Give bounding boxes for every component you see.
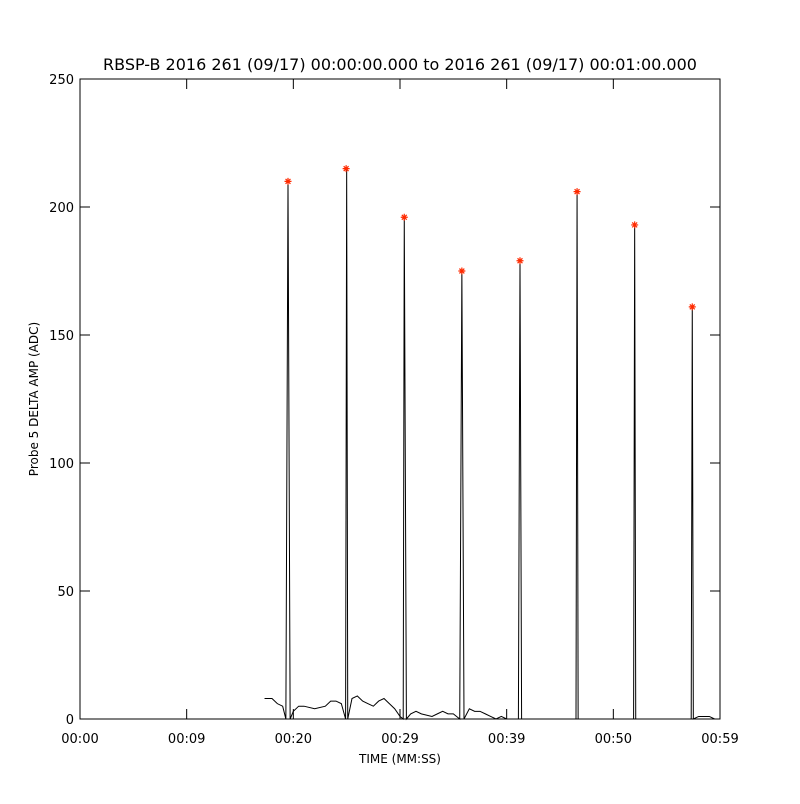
x-tick-label: 00:39 xyxy=(488,732,525,747)
x-tick-label: 00:50 xyxy=(595,732,632,747)
peak-marker xyxy=(688,303,696,311)
y-tick-label: 0 xyxy=(66,713,74,728)
peak-marker xyxy=(458,267,466,275)
x-tick-label: 00:29 xyxy=(381,732,418,747)
peak-marker xyxy=(573,188,581,196)
chart-title: RBSP-B 2016 261 (09/17) 00:00:00.000 to … xyxy=(103,55,697,74)
x-tick-label: 00:20 xyxy=(275,732,312,747)
x-tick-label: 00:59 xyxy=(701,732,738,747)
x-axis-label: TIME (MM:SS) xyxy=(358,752,441,766)
peak-marker xyxy=(516,257,524,265)
peak-marker xyxy=(400,213,408,221)
y-tick-label: 150 xyxy=(49,329,74,344)
y-axis-label: Probe 5 DELTA AMP (ADC) xyxy=(27,322,41,476)
y-tick-label: 200 xyxy=(49,201,74,216)
x-tick-label: 00:00 xyxy=(61,732,98,747)
y-tick-label: 50 xyxy=(57,585,74,600)
x-tick-label: 00:09 xyxy=(168,732,205,747)
peak-marker xyxy=(342,165,350,173)
y-tick-label: 250 xyxy=(49,73,74,88)
y-tick-label: 100 xyxy=(49,457,74,472)
peak-marker xyxy=(284,177,292,185)
peak-marker xyxy=(631,221,639,229)
